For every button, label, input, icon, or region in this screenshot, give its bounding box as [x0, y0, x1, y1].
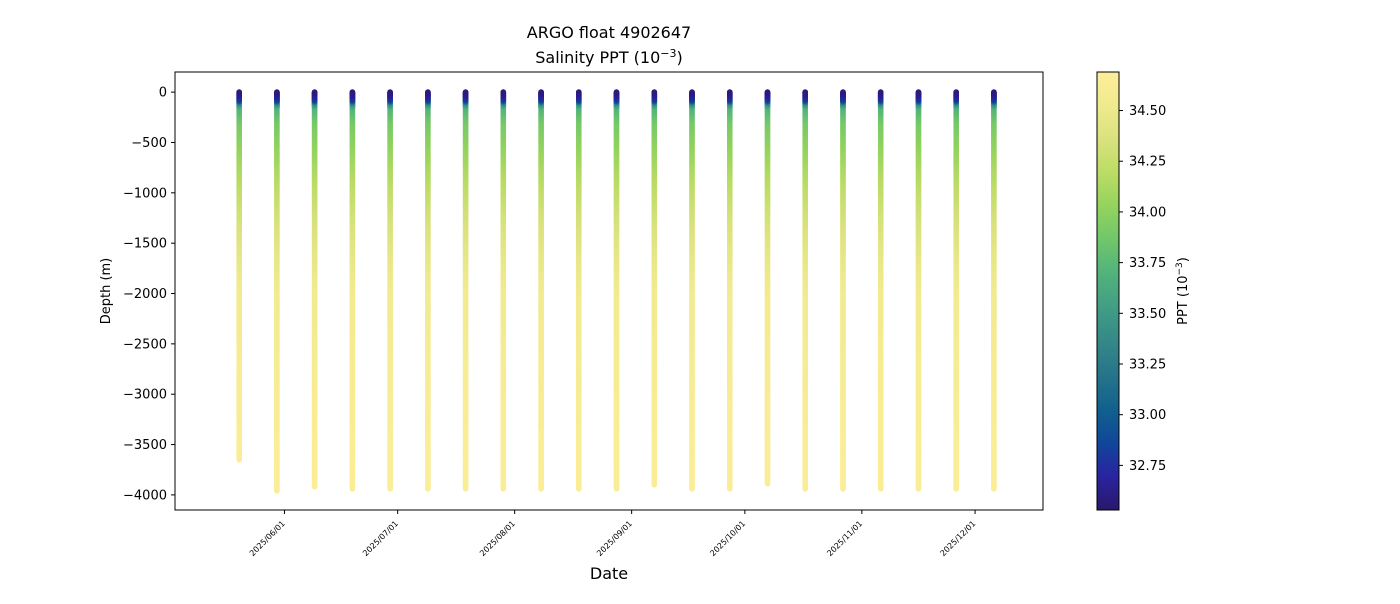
profile	[311, 89, 318, 490]
data-layer	[236, 89, 997, 494]
chart-subtitle: Salinity PPT (10−3)	[535, 47, 683, 67]
profile	[613, 89, 620, 492]
profile	[274, 89, 280, 494]
profile-point	[236, 89, 242, 96]
profile	[651, 89, 658, 488]
chart-title: ARGO float 4902647	[527, 23, 691, 42]
profile-point	[274, 89, 280, 96]
profile-point	[387, 89, 393, 96]
profile	[538, 89, 544, 492]
profile	[425, 89, 431, 492]
profile	[349, 89, 356, 492]
profile-point	[538, 89, 544, 96]
profile	[462, 89, 469, 492]
profile	[387, 89, 393, 492]
profile	[576, 89, 582, 492]
profile-point	[613, 89, 620, 96]
profile	[236, 89, 242, 463]
profile-point	[349, 89, 356, 96]
profile-point	[462, 89, 469, 96]
profile-point	[425, 89, 431, 96]
profile-point	[311, 89, 318, 96]
profile	[500, 89, 507, 492]
profile-point	[576, 89, 582, 96]
profile-point	[500, 89, 507, 96]
